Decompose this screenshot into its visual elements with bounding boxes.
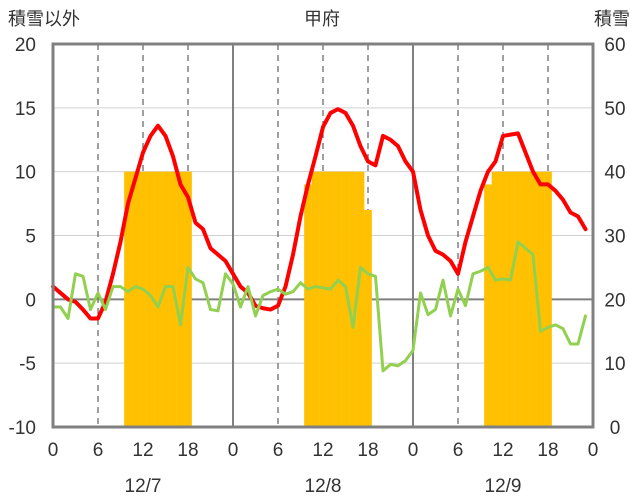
x-tick-label: 6 <box>93 440 104 461</box>
right-tick-label: 40 <box>604 163 625 184</box>
snow-bar <box>154 171 162 427</box>
date-labels: 12/7 12/8 12/9 <box>125 476 522 497</box>
snow-bar <box>131 171 140 427</box>
snow-bar <box>341 171 350 427</box>
snow-bar <box>544 171 552 427</box>
snow-bar <box>304 184 312 427</box>
snow-bar <box>521 171 530 427</box>
date-label: 12/7 <box>125 476 162 497</box>
series-line <box>51 107 588 321</box>
snow-bar <box>364 209 372 427</box>
left-tick-label: 15 <box>15 99 36 120</box>
snow-depth-bars <box>124 171 552 427</box>
snow-bar <box>491 171 500 427</box>
right-tick-label: 60 <box>604 35 625 56</box>
left-tick-label: 10 <box>15 163 36 184</box>
x-tick-label: 0 <box>48 440 59 461</box>
right-tick-label: 30 <box>604 227 625 248</box>
x-tick-label: 6 <box>453 440 464 461</box>
right-tick-label: 20 <box>604 290 625 311</box>
left-tick-label: 5 <box>25 227 36 248</box>
snow-bar <box>506 171 515 427</box>
snow-bar <box>349 171 357 427</box>
x-tick-label: 0 <box>228 440 239 461</box>
x-tick-label: 12 <box>312 440 333 461</box>
left-tick-labels: 20 15 10 5 0 -5 -10 <box>9 35 36 439</box>
left-tick-label: 20 <box>15 35 36 56</box>
right-tick-label: 10 <box>604 354 625 375</box>
snow-bar <box>161 171 170 427</box>
plot-frame <box>51 42 595 429</box>
left-tick-label: -5 <box>19 354 36 375</box>
snow-bar <box>334 171 342 427</box>
chart-title: 甲府 <box>304 9 340 29</box>
snow-bar <box>176 171 185 427</box>
x-tick-label: 12 <box>492 440 513 461</box>
snow-bar <box>146 171 155 427</box>
x-tick-label: 18 <box>357 440 378 461</box>
x-tick-label: 0 <box>408 440 419 461</box>
snow-bar <box>319 171 327 427</box>
x-tick-labels: 0 6 12 18 0 6 12 18 0 6 12 18 0 <box>48 440 599 461</box>
left-axis-label: 積雪以外 <box>8 9 80 29</box>
series-line <box>51 240 587 373</box>
x-tick-label: 18 <box>177 440 198 461</box>
x-tick-label: 0 <box>588 440 599 461</box>
right-tick-label: 50 <box>604 99 625 120</box>
snow-bar <box>484 184 492 427</box>
x-tick-label: 12 <box>132 440 153 461</box>
snow-bar <box>184 171 192 427</box>
snow-bar <box>499 171 507 427</box>
right-axis-label: 積雪 <box>594 9 630 29</box>
snow-bar <box>326 171 335 427</box>
x-tick-label: 18 <box>537 440 558 461</box>
snow-bar <box>356 171 365 427</box>
snow-bar <box>536 171 545 427</box>
right-tick-labels: 60 50 40 30 20 10 0 <box>604 35 625 439</box>
date-label: 12/9 <box>485 476 522 497</box>
right-tick-label: 0 <box>610 418 621 439</box>
date-label: 12/8 <box>305 476 342 497</box>
snow-bar <box>124 171 132 427</box>
snow-bar <box>514 171 522 427</box>
snow-bar <box>169 171 177 427</box>
snow-bar <box>311 171 320 427</box>
x-tick-label: 6 <box>273 440 284 461</box>
snow-bar <box>139 171 147 427</box>
left-tick-label: -10 <box>9 418 36 439</box>
snow-bar <box>529 171 537 427</box>
left-tick-label: 0 <box>25 290 36 311</box>
